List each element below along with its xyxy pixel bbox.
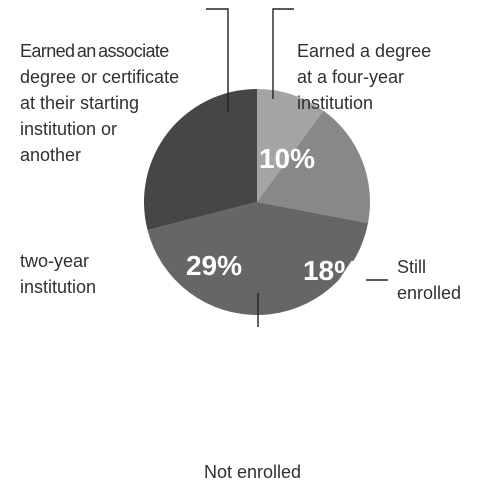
label-four-year-degree: Earned a degree at a four-year instituti… bbox=[297, 38, 431, 116]
label-associate-line-3: at their starting bbox=[20, 93, 140, 113]
label-two-year-institution: two-year institution bbox=[20, 248, 96, 300]
data-label-3: 29% bbox=[186, 250, 242, 281]
label-still-enrolled: Still enrolled bbox=[397, 254, 461, 306]
data-label-1: 10% bbox=[259, 143, 315, 174]
label-four-year-line-3: institution bbox=[297, 93, 374, 113]
label-associate-degree: Earned an associate degree or certificat… bbox=[20, 38, 179, 168]
label-still-line-2: enrolled bbox=[397, 283, 462, 303]
label-associate-line-5: another bbox=[20, 145, 82, 165]
data-label-2: 18% bbox=[303, 255, 359, 286]
label-associate-line-4: institution or bbox=[20, 119, 118, 139]
pie-slice-2 bbox=[257, 110, 371, 224]
label-still-line-1: Still bbox=[397, 257, 427, 277]
label-not-enrolled: Not enrolled bbox=[204, 462, 302, 482]
leader-associate bbox=[206, 8, 229, 112]
label-associate-line-2: degree or certificate bbox=[20, 67, 180, 87]
pie-slice-4 bbox=[144, 89, 257, 231]
data-labels: 10% 18% 29% bbox=[186, 143, 359, 286]
label-two-year-line-1: two-year bbox=[20, 251, 90, 271]
label-four-year-line-1: Earned a degree bbox=[297, 41, 432, 61]
pie-slice-1 bbox=[257, 89, 324, 202]
label-four-year-line-2: at a four-year bbox=[297, 67, 405, 87]
label-associate-line-1: Earned an associate bbox=[20, 41, 169, 61]
label-two-year-line-2: institution bbox=[20, 277, 97, 297]
leader-lines bbox=[206, 8, 388, 327]
leader-four-year bbox=[272, 8, 294, 99]
pie-slices bbox=[144, 89, 371, 316]
pie-slice-3 bbox=[147, 202, 368, 316]
